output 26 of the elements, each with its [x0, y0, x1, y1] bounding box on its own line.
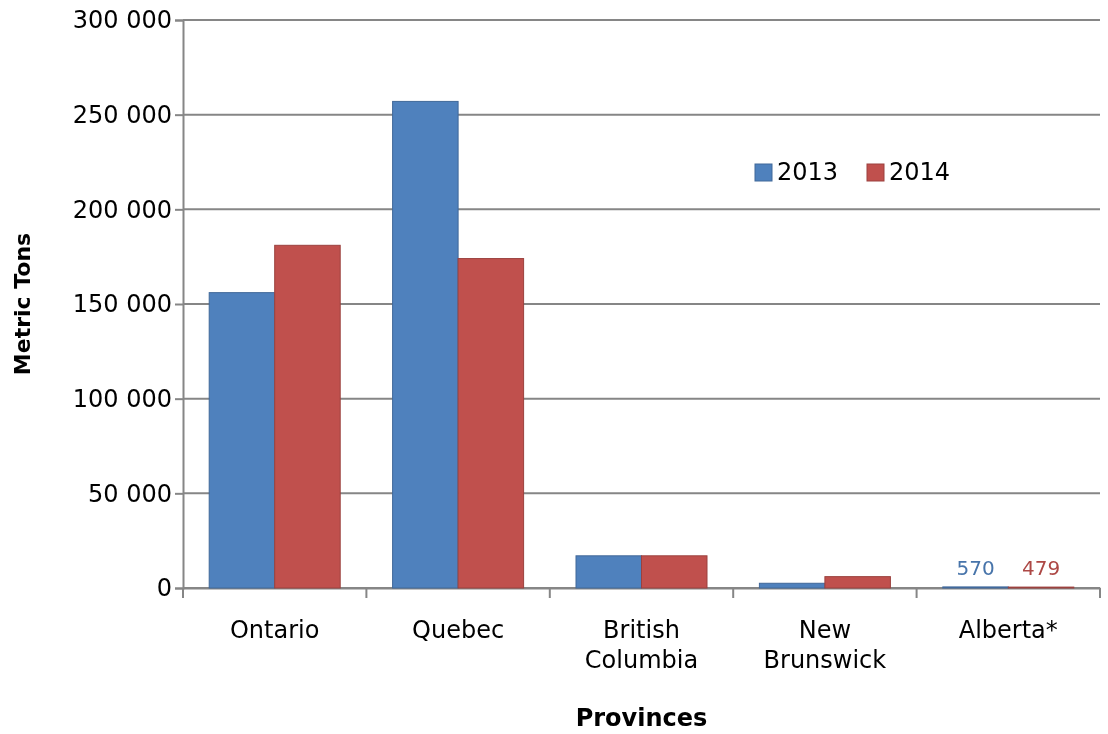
legend-label: 2013 — [777, 158, 839, 186]
bar — [274, 244, 341, 589]
x-axis-title: Provinces — [575, 704, 708, 732]
x-tick-label: New Brunswick — [763, 616, 887, 674]
x-tick-label: Ontario — [229, 616, 320, 644]
data-label: 479 — [1021, 556, 1061, 581]
y-tick-label: 50 000 — [88, 479, 172, 508]
bar — [824, 576, 891, 589]
x-tick-label: Quebec — [412, 616, 505, 644]
y-tick-label: 100 000 — [72, 384, 172, 413]
bar — [758, 582, 826, 589]
bar — [392, 100, 459, 589]
y-tick-label: 150 000 — [72, 290, 172, 319]
bar — [208, 292, 276, 589]
y-tick-label: 250 000 — [72, 100, 172, 129]
x-tick-label: British Columbia — [584, 616, 699, 674]
y-tick-label: 200 000 — [72, 195, 172, 224]
legend-label: 2014 — [889, 158, 951, 186]
bar — [575, 555, 642, 589]
y-axis-title: Metric Tons — [10, 232, 35, 376]
x-tick-label: Alberta* — [958, 616, 1058, 644]
data-label: 570 — [956, 555, 995, 580]
y-tick-label: 300 000 — [72, 6, 172, 35]
y-tick-label: 0 — [156, 574, 172, 603]
bar — [641, 555, 708, 589]
bar — [457, 258, 525, 589]
